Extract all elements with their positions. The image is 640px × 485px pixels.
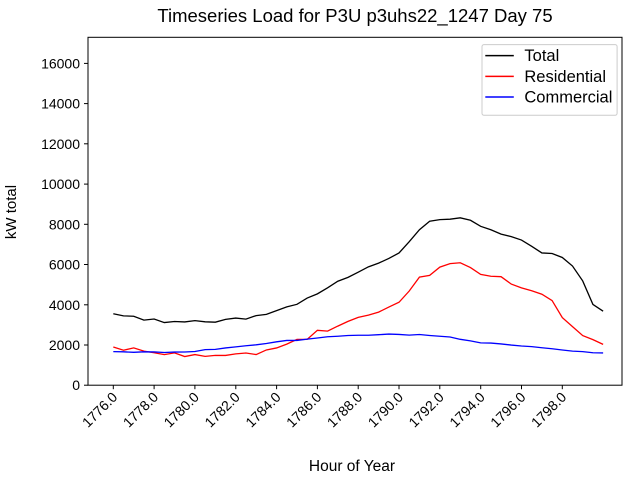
- svg-text:16000: 16000: [41, 55, 80, 71]
- svg-text:Hour of Year: Hour of Year: [309, 458, 395, 475]
- svg-text:Residential: Residential: [524, 68, 606, 86]
- svg-text:Timeseries Load for P3U p3uhs2: Timeseries Load for P3U p3uhs22_1247 Day…: [157, 5, 552, 27]
- svg-text:4000: 4000: [49, 297, 80, 313]
- svg-text:Total: Total: [524, 47, 559, 65]
- svg-text:8000: 8000: [49, 216, 80, 232]
- svg-text:14000: 14000: [41, 96, 80, 112]
- svg-text:6000: 6000: [49, 257, 80, 273]
- svg-text:Commercial: Commercial: [524, 88, 612, 106]
- svg-text:12000: 12000: [41, 136, 80, 152]
- svg-text:10000: 10000: [41, 176, 80, 192]
- svg-text:kW total: kW total: [3, 185, 20, 239]
- svg-text:2000: 2000: [49, 337, 80, 353]
- svg-text:0: 0: [72, 377, 80, 393]
